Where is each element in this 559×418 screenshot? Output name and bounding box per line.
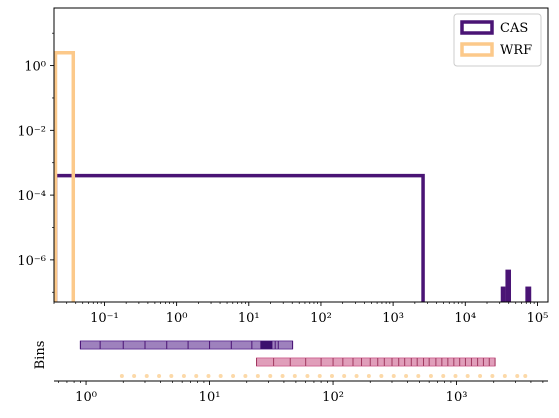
bin-dot <box>490 374 495 378</box>
bin-dot <box>194 374 199 378</box>
bin-dot <box>453 374 458 378</box>
y-tick-label: 10⁻⁶ <box>17 254 46 269</box>
bin-dot <box>144 374 149 378</box>
bins-x-tick-label: 10⁰ <box>75 390 97 405</box>
bin-dot <box>157 374 162 378</box>
bin-dot <box>268 374 273 378</box>
bin-dot <box>280 374 285 378</box>
bin-dot <box>354 374 359 378</box>
bin-dot <box>169 374 174 378</box>
bin-row-1 <box>256 357 496 367</box>
main-axes-frame <box>53 7 549 303</box>
main-y-ticks: 10⁰ 10⁻² 10⁻⁴ 10⁻⁶ <box>17 32 54 293</box>
x-tick-label: 10² <box>310 311 332 326</box>
bin-dot <box>342 374 347 378</box>
bin-row-2 <box>119 374 528 378</box>
histogram-bar-cas-1 <box>500 286 506 302</box>
legend-box <box>453 13 542 67</box>
x-tick-label: 10⁻¹ <box>90 311 119 326</box>
x-tick-label: 10⁰ <box>166 311 188 326</box>
bin-dot <box>218 374 223 378</box>
bin-dot <box>465 374 470 378</box>
bin-dot <box>231 374 236 378</box>
legend-label-wrf: WRF <box>500 43 532 58</box>
bins-x-tick-label: 10¹ <box>199 390 221 405</box>
bin-dot <box>206 374 211 378</box>
bin-dot <box>292 374 297 378</box>
bin-dot <box>317 374 322 378</box>
x-tick-label: 10³ <box>382 311 404 326</box>
bin-dot <box>502 374 507 378</box>
bin-dot <box>416 374 421 378</box>
legend-swatch-wrf <box>460 42 494 57</box>
histogram-bar-wrf-0 <box>53 50 76 302</box>
bin-dot <box>243 374 248 378</box>
legend: CAS WRF <box>453 13 542 67</box>
bin-dot <box>515 374 520 378</box>
bins-x-ticks: 10⁰ 10¹ 10² 10³ <box>58 381 544 405</box>
histogram-bar-cas-3 <box>525 286 532 302</box>
main-series-layer <box>53 50 532 302</box>
legend-label-cas: CAS <box>500 21 528 36</box>
y-tick-label: 10⁻² <box>17 124 46 139</box>
bin-dot <box>366 374 371 378</box>
bin-dot <box>119 374 124 378</box>
bins-x-tick-label: 10³ <box>446 390 468 405</box>
bin-highlight <box>260 341 272 349</box>
bin-dot <box>255 374 260 378</box>
y-tick-label: 10⁻⁴ <box>17 189 46 204</box>
bin-dot <box>428 374 433 378</box>
bin-dot <box>305 374 310 378</box>
series-wrf <box>53 50 76 302</box>
bin-dot <box>404 374 409 378</box>
y-tick-label: 10⁰ <box>24 60 46 75</box>
bin-row-0 <box>79 340 294 350</box>
bin-dot <box>132 374 137 378</box>
x-tick-label: 10⁴ <box>454 311 476 326</box>
bins-x-tick-label: 10² <box>322 390 344 405</box>
bin-dot <box>379 374 384 378</box>
bin-dot <box>329 374 334 378</box>
x-tick-label: 10¹ <box>238 311 260 326</box>
legend-swatch-cas <box>460 20 494 35</box>
bin-dot <box>523 374 528 378</box>
x-tick-label: 10⁵ <box>527 311 549 326</box>
bin-dot <box>181 374 186 378</box>
bins-axes: 10⁰ 10¹ 10² 10³ Bins <box>33 340 548 405</box>
bins-y-axis-label: Bins <box>33 341 48 370</box>
main-histogram-axes: 10⁻¹ 10⁰ 10¹ 10² 10³ 10⁴ 10⁵ 10⁰ 10⁻² 10⁻⁴ 10⁻⁶ C… <box>17 7 549 326</box>
bin-rows-layer <box>79 340 528 378</box>
bin-dot <box>478 374 483 378</box>
histogram-bar-cas-2 <box>505 269 512 302</box>
main-x-ticks: 10⁻¹ 10⁰ 10¹ 10² 10³ 10⁴ 10⁵ <box>53 302 549 326</box>
bin-dot <box>441 374 446 378</box>
bin-dot <box>391 374 396 378</box>
